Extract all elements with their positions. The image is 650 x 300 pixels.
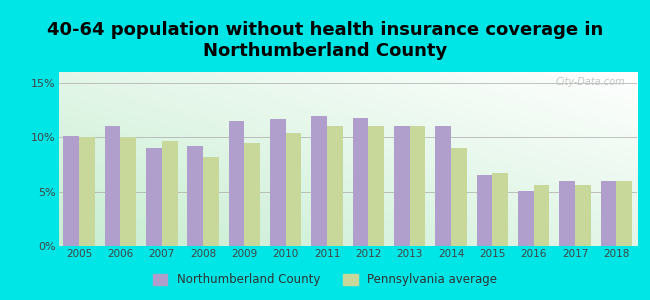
Text: 40-64 population without health insurance coverage in
Northumberland County: 40-64 population without health insuranc… [47, 21, 603, 60]
Bar [559, 181, 575, 246]
Bar [105, 126, 120, 246]
Bar [493, 173, 508, 246]
Bar [79, 137, 95, 246]
Bar [394, 126, 410, 246]
Bar [410, 126, 426, 246]
Bar [353, 118, 369, 246]
Bar [270, 119, 286, 246]
Bar [601, 181, 616, 246]
Legend: Northumberland County, Pennsylvania average: Northumberland County, Pennsylvania aver… [148, 269, 502, 291]
Bar [187, 146, 203, 246]
Bar [476, 175, 493, 246]
Bar [518, 190, 534, 246]
Bar [436, 126, 451, 246]
Bar [575, 185, 591, 246]
Bar [616, 181, 632, 246]
Bar [229, 121, 244, 246]
Bar [311, 116, 327, 246]
Bar [146, 148, 162, 246]
Text: City-Data.com: City-Data.com [556, 77, 625, 87]
Bar [534, 185, 549, 246]
Bar [120, 137, 136, 246]
Bar [162, 140, 177, 246]
Bar [64, 136, 79, 246]
Bar [286, 133, 302, 246]
Bar [327, 126, 343, 246]
Bar [451, 148, 467, 246]
Bar [244, 143, 260, 246]
Bar [369, 126, 384, 246]
Bar [203, 157, 219, 246]
